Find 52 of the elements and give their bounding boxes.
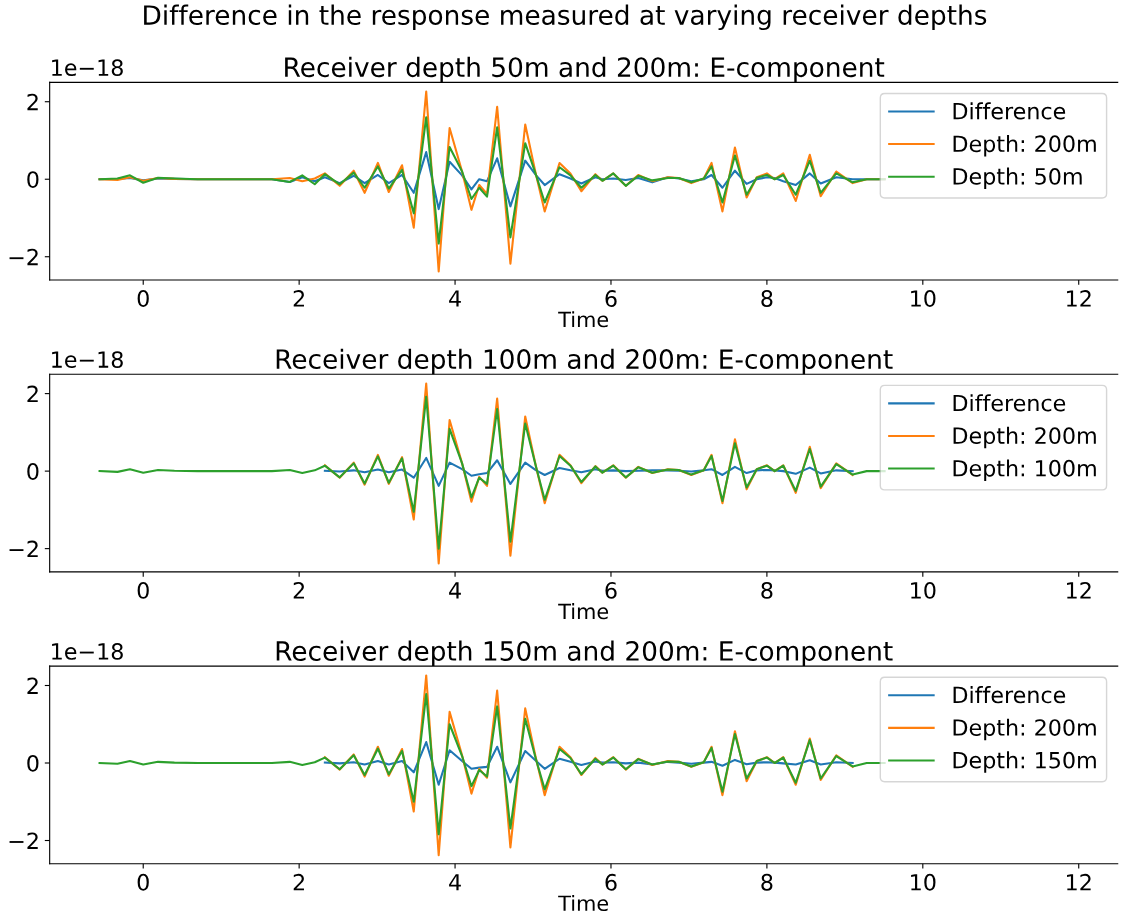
x-tick-label: 8 <box>761 581 773 599</box>
x-tick-label: 2 <box>293 581 304 599</box>
legend-label: Difference <box>953 394 1066 412</box>
y-tick-label: 0 <box>27 463 39 480</box>
y-tick-label: −2 <box>9 248 38 266</box>
y-tick-label: 2 <box>27 93 38 111</box>
chart-title: Receiver depth 100m and 200m: E-component <box>276 348 893 375</box>
x-tick-label: 6 <box>605 873 617 891</box>
legend-label: Depth: 150m <box>953 751 1096 773</box>
x-tick-label: 2 <box>293 290 304 307</box>
x-axis-title: Time <box>558 603 609 620</box>
x-axis-title: Time <box>558 894 609 912</box>
x-tick-label: 6 <box>605 290 617 307</box>
x-tick-label: 0 <box>137 290 149 307</box>
x-axis-title: Time <box>558 311 609 328</box>
x-tick-label: 0 <box>137 873 149 891</box>
x-tick-label: 10 <box>911 581 936 599</box>
legend-label: Depth: 200m <box>953 134 1096 157</box>
chart-title: Difference in the response measured at varying receiver depths <box>144 4 987 31</box>
legend-label: Depth: 200m <box>953 426 1096 449</box>
x-tick-label: 0 <box>137 581 149 599</box>
line-series <box>323 674 854 857</box>
text: 1e−18 <box>52 643 123 660</box>
y-tick-label: 0 <box>27 171 39 188</box>
legend-label: Difference <box>953 102 1066 120</box>
x-tick-label: 4 <box>449 582 461 599</box>
y-tick-label: −2 <box>9 540 38 558</box>
legend-label: Difference <box>953 686 1066 704</box>
line-series <box>323 456 854 487</box>
x-tick-label: 12 <box>1067 581 1091 599</box>
x-tick-label: 10 <box>911 290 936 307</box>
text: 1e−18 <box>52 59 123 77</box>
legend-label: Depth: 200m <box>953 718 1096 741</box>
x-tick-label: 10 <box>911 873 936 891</box>
chart-subtitle: Receiver depth 50m and 200m: E-component <box>285 56 885 83</box>
x-tick-label: 8 <box>761 873 773 891</box>
y-tick-label: 2 <box>27 677 38 694</box>
legend-label: Depth: 50m <box>953 167 1082 190</box>
legend-label: Depth: 100m <box>953 459 1096 481</box>
y-tick-label: 2 <box>27 385 38 403</box>
x-tick-label: 6 <box>605 581 617 599</box>
y-tick-label: 0 <box>27 754 39 772</box>
x-tick-label: 2 <box>293 873 304 891</box>
y-tick-label: −2 <box>9 832 38 849</box>
x-tick-label: 12 <box>1067 873 1091 891</box>
x-tick-label: 4 <box>449 874 461 891</box>
text: 1e−18 <box>52 351 123 368</box>
chart-title: Receiver depth 150m and 200m: E-component <box>276 640 893 667</box>
line-series <box>323 741 854 786</box>
x-tick-label: 12 <box>1067 290 1091 307</box>
x-tick-label: 4 <box>449 290 461 307</box>
x-tick-label: 8 <box>761 290 773 307</box>
